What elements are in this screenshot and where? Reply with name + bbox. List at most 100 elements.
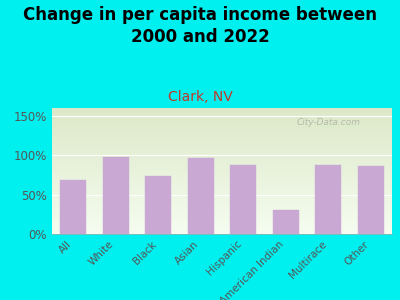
Bar xyxy=(52,182,392,184)
Text: Change in per capita income between
2000 and 2022: Change in per capita income between 2000… xyxy=(23,6,377,46)
Bar xyxy=(52,233,392,234)
Bar xyxy=(52,157,392,158)
Bar xyxy=(52,188,392,189)
Bar xyxy=(52,218,392,219)
Bar xyxy=(52,208,392,209)
Bar xyxy=(52,220,392,221)
Text: City-Data.com: City-Data.com xyxy=(297,118,361,127)
Bar xyxy=(52,151,392,152)
Bar xyxy=(52,176,392,177)
Bar xyxy=(52,123,392,124)
Bar xyxy=(52,170,392,171)
Bar xyxy=(52,191,392,192)
Bar xyxy=(145,176,172,234)
Text: Clark, NV: Clark, NV xyxy=(168,90,232,104)
Bar xyxy=(52,173,392,175)
Bar xyxy=(52,223,392,224)
Bar xyxy=(52,175,392,176)
Bar xyxy=(52,112,392,113)
Bar xyxy=(52,118,392,119)
Bar xyxy=(52,161,392,162)
Bar xyxy=(52,122,392,123)
Bar xyxy=(272,210,299,234)
Bar xyxy=(52,164,392,165)
Bar xyxy=(358,166,384,234)
Bar xyxy=(60,180,86,234)
Bar xyxy=(52,153,392,154)
Bar xyxy=(52,200,392,201)
Bar xyxy=(52,178,392,180)
Bar xyxy=(52,129,392,131)
Bar xyxy=(52,192,392,194)
Bar xyxy=(52,121,392,122)
Bar xyxy=(52,113,392,114)
Bar xyxy=(52,181,392,182)
Bar xyxy=(52,194,392,195)
Bar xyxy=(52,162,392,164)
Bar xyxy=(52,189,392,190)
Bar xyxy=(52,148,392,150)
Bar xyxy=(52,169,392,170)
Bar xyxy=(52,184,392,185)
Bar xyxy=(52,226,392,228)
Bar xyxy=(52,124,392,126)
Bar xyxy=(52,131,392,132)
Bar xyxy=(52,141,392,142)
Bar xyxy=(52,165,392,166)
Bar xyxy=(52,225,392,226)
Bar xyxy=(52,134,392,136)
Bar xyxy=(52,211,392,213)
Bar xyxy=(52,177,392,178)
Bar xyxy=(52,221,392,223)
Bar xyxy=(52,110,392,112)
Bar xyxy=(52,215,392,216)
Bar xyxy=(52,180,392,181)
Bar xyxy=(52,206,392,208)
Bar xyxy=(52,213,392,214)
Bar xyxy=(52,216,392,217)
Bar xyxy=(52,204,392,205)
Bar xyxy=(52,201,392,202)
Bar xyxy=(52,152,392,153)
Bar xyxy=(52,127,392,128)
Bar xyxy=(52,224,392,225)
Bar xyxy=(52,138,392,140)
Bar xyxy=(52,150,392,151)
Bar xyxy=(52,146,392,147)
Bar xyxy=(52,116,392,117)
Bar xyxy=(52,202,392,204)
Bar xyxy=(52,154,392,156)
Bar xyxy=(52,119,392,121)
Bar xyxy=(52,199,392,200)
Bar xyxy=(52,209,392,210)
Bar xyxy=(52,147,392,148)
Bar xyxy=(52,156,392,157)
Bar xyxy=(52,143,392,145)
Bar xyxy=(52,167,392,169)
Bar xyxy=(52,140,392,141)
Bar xyxy=(52,172,392,173)
Bar xyxy=(102,157,129,234)
Bar xyxy=(230,166,256,234)
Bar xyxy=(52,229,392,230)
Bar xyxy=(52,210,392,211)
Bar xyxy=(52,197,392,199)
Bar xyxy=(52,195,392,196)
Bar xyxy=(315,166,342,234)
Bar xyxy=(52,128,392,129)
Bar xyxy=(52,136,392,137)
Bar xyxy=(52,108,392,109)
Bar xyxy=(52,185,392,186)
Bar xyxy=(52,214,392,215)
Bar xyxy=(52,166,392,167)
Bar xyxy=(52,145,392,146)
Bar xyxy=(52,196,392,197)
Bar xyxy=(52,137,392,138)
Bar xyxy=(52,117,392,118)
Bar xyxy=(52,132,392,133)
Bar xyxy=(52,190,392,191)
Bar xyxy=(52,205,392,206)
Bar xyxy=(52,114,392,116)
Bar xyxy=(52,230,392,232)
Bar xyxy=(52,219,392,220)
